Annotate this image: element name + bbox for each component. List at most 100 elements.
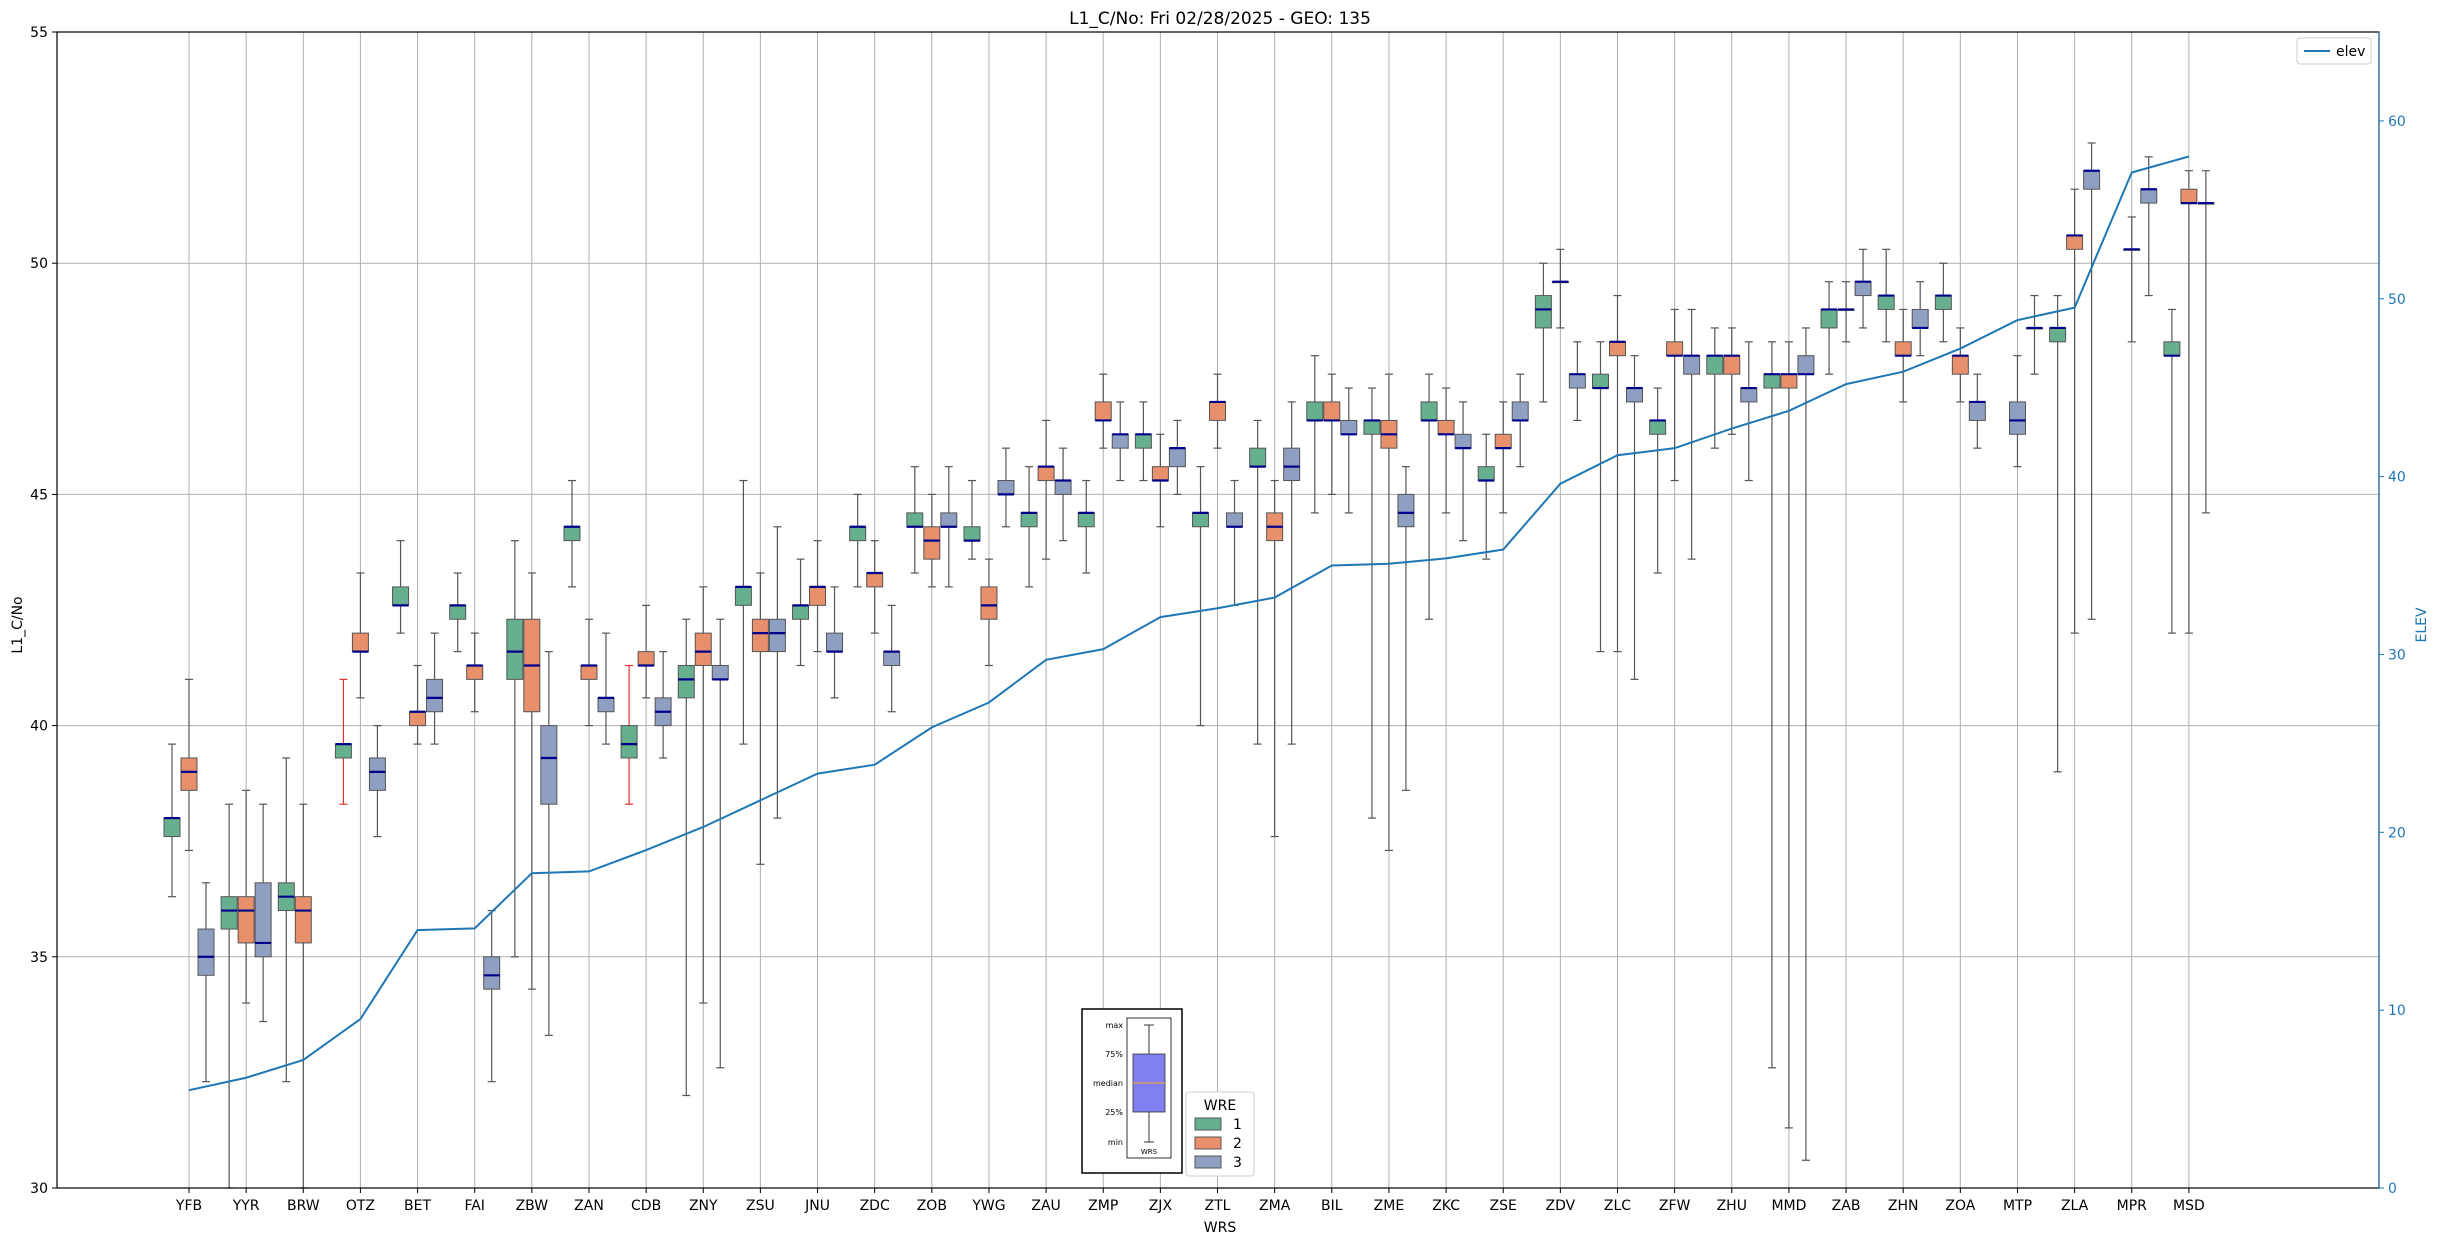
box-zfw-wre3 bbox=[1683, 308, 1701, 560]
box-zbw-wre3 bbox=[540, 651, 558, 1037]
box-msd-wre1 bbox=[2163, 308, 2181, 634]
box-zma-wre2 bbox=[1266, 479, 1284, 838]
box-bet-wre2 bbox=[409, 664, 427, 745]
x-tick-label-zsu: ZSU bbox=[746, 1198, 775, 1214]
box-body bbox=[368, 757, 386, 791]
box-body bbox=[906, 512, 924, 528]
wre-legend: WRE 1 2 3 bbox=[1185, 1091, 1255, 1177]
y2-tick-label: 0 bbox=[2388, 1181, 2397, 1197]
x-tick-label-brw: BRW bbox=[287, 1198, 320, 1214]
y2-axis-label: ELEV bbox=[2414, 607, 2430, 642]
box-body bbox=[1763, 373, 1781, 389]
box-mpr-wre2 bbox=[2123, 216, 2141, 343]
box-yfb-wre2 bbox=[180, 678, 198, 852]
box-zfw-wre2 bbox=[1666, 308, 1684, 482]
box-ywg-wre3 bbox=[997, 447, 1015, 528]
box-body bbox=[1054, 480, 1072, 495]
y-tick-label: 40 bbox=[30, 719, 48, 735]
x-tick-label-yfb: YFB bbox=[175, 1198, 202, 1214]
box-zsu-wre2 bbox=[751, 572, 769, 865]
box-body bbox=[2066, 234, 2084, 250]
box-zse-wre2 bbox=[1494, 401, 1512, 514]
box-body bbox=[1568, 373, 1586, 389]
box-zhn-wre3 bbox=[1911, 281, 1929, 357]
box-body bbox=[751, 618, 769, 653]
box-body bbox=[809, 586, 827, 606]
x-tick-label-jnu: JNU bbox=[804, 1198, 830, 1214]
box-zbw-wre2 bbox=[523, 572, 541, 990]
box-yfb-wre3 bbox=[197, 882, 215, 1083]
x-tick-label-zob: ZOB bbox=[917, 1198, 947, 1214]
box-body bbox=[1820, 308, 1838, 329]
box-msd-wre2 bbox=[2180, 170, 2198, 634]
box-mtp-wre3-b bbox=[2008, 355, 2026, 468]
box-bil-wre1 bbox=[1306, 355, 1324, 514]
box-body bbox=[734, 586, 752, 606]
box-zjx-wre3 bbox=[1168, 419, 1186, 495]
box-body bbox=[1437, 419, 1455, 435]
box-body bbox=[1511, 401, 1529, 421]
y2-tick-label: 30 bbox=[2388, 647, 2406, 663]
box-body bbox=[1209, 401, 1227, 421]
box-msd-wre3 bbox=[2197, 170, 2215, 514]
box-body bbox=[1226, 512, 1244, 528]
box-body bbox=[883, 651, 901, 666]
box-zme-wre3 bbox=[1397, 466, 1415, 791]
y2-tick-label: 60 bbox=[2388, 114, 2406, 130]
box-body bbox=[1534, 295, 1552, 329]
y-tick-label: 30 bbox=[30, 1181, 48, 1197]
x-tick-label-mtp: MTP bbox=[2003, 1198, 2032, 1214]
box-body bbox=[1666, 341, 1684, 357]
box-body bbox=[940, 512, 958, 528]
y-tick-label: 35 bbox=[30, 950, 48, 966]
box-zlc-wre1 bbox=[1592, 341, 1609, 653]
box-body bbox=[483, 956, 501, 990]
box-bet-wre1 bbox=[392, 540, 410, 634]
y2-tick-label: 10 bbox=[2388, 1003, 2406, 1019]
box-body bbox=[1397, 493, 1415, 528]
key-label-4: min bbox=[1108, 1138, 1123, 1147]
box-zdc-wre3 bbox=[883, 604, 901, 713]
box-body bbox=[220, 896, 238, 930]
elev-legend-frame bbox=[2296, 37, 2372, 65]
x-tick-label-zla: ZLA bbox=[2061, 1198, 2089, 1214]
box-body bbox=[1249, 447, 1267, 468]
box-body bbox=[180, 757, 198, 791]
box-zan-wre2 bbox=[580, 618, 598, 727]
wre-legend-label-1: 1 bbox=[1233, 1117, 1242, 1133]
box-zkc-wre2 bbox=[1437, 387, 1455, 514]
box-body bbox=[620, 725, 638, 759]
box-zoa-wre1 bbox=[1934, 262, 1952, 343]
box-zdv-wre1 bbox=[1534, 262, 1552, 403]
box-body bbox=[2083, 170, 2101, 190]
tick-labels: 30 35 40 45 50 55 0 10 20 30 40 50 60 YFB YYR BRW OTZ BET… bbox=[30, 25, 2406, 1214]
box-body bbox=[392, 586, 410, 606]
box-body bbox=[1420, 401, 1438, 421]
wre-legend-frame bbox=[1185, 1091, 1255, 1177]
box-body bbox=[1911, 308, 1929, 329]
box-body bbox=[1340, 419, 1358, 435]
box-body bbox=[1877, 295, 1895, 310]
box-body bbox=[1134, 433, 1152, 449]
box-body bbox=[1609, 341, 1626, 357]
box-brw-wre1 bbox=[277, 757, 295, 1083]
box-cdb-wre2 bbox=[637, 604, 655, 699]
box-body bbox=[197, 928, 215, 976]
box-zmp-wre2 bbox=[1094, 373, 1112, 449]
box-body bbox=[254, 882, 272, 958]
box-body bbox=[1192, 512, 1210, 528]
box-body bbox=[1894, 341, 1912, 357]
box-body bbox=[163, 817, 181, 838]
box-zau-wre3 bbox=[1054, 447, 1072, 542]
box-zlc-wre3 bbox=[1626, 355, 1643, 680]
box-body bbox=[1951, 355, 1969, 375]
box-body bbox=[694, 632, 712, 666]
box-zhn-wre1 bbox=[1877, 248, 1895, 343]
box-yyr-wre1 bbox=[220, 803, 238, 1189]
x-tick-label-ywg: YWG bbox=[971, 1198, 1005, 1214]
box-zjx-wre1 bbox=[1134, 401, 1152, 482]
x-tick-label-zhu: ZHU bbox=[1717, 1198, 1747, 1214]
box-zny-wre3 bbox=[711, 618, 729, 1069]
box-zmp-wre1 bbox=[1077, 479, 1095, 574]
box-zab-wre2 bbox=[1837, 281, 1855, 343]
